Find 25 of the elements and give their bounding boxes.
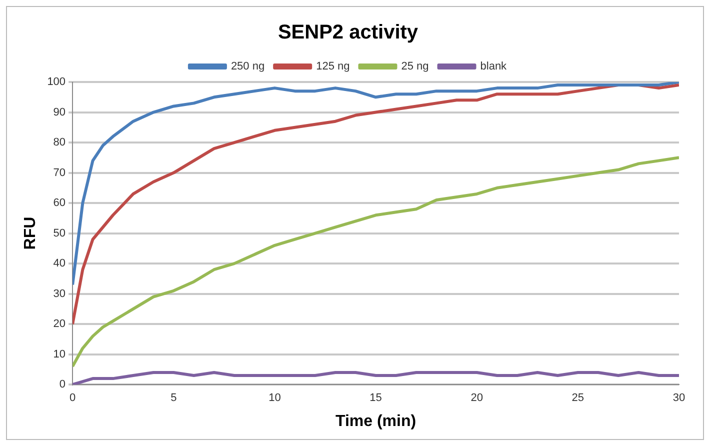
x-tick-label: 5 xyxy=(170,392,177,404)
x-tick-label: 15 xyxy=(370,392,382,404)
legend-label: 125 ng xyxy=(316,60,350,73)
legend-label: 250 ng xyxy=(230,60,265,73)
y-axis-title: RFU xyxy=(22,216,40,250)
y-tick-label: 0 xyxy=(59,378,66,391)
y-tick-label: 50 xyxy=(53,227,66,240)
y-tick-label: 100 xyxy=(47,76,66,88)
y-tick-label: 90 xyxy=(53,106,66,118)
legend-label: blank xyxy=(480,60,508,73)
chart-title: SENP2 activity xyxy=(278,22,419,44)
x-tick-label: 0 xyxy=(69,392,76,404)
x-tick-label: 20 xyxy=(470,392,483,404)
legend-label: 25 ng xyxy=(401,60,429,73)
x-tick-label: 10 xyxy=(268,392,281,404)
y-tick-label: 80 xyxy=(53,136,66,149)
y-tick-label: 40 xyxy=(53,258,66,270)
y-tick-label: 10 xyxy=(53,348,66,360)
y-tick-label: 30 xyxy=(53,288,66,300)
x-tick-label: 30 xyxy=(672,392,686,404)
y-tick-label: 20 xyxy=(53,318,66,330)
y-tick-label: 60 xyxy=(53,197,66,210)
y-tick-label: 70 xyxy=(53,166,66,179)
x-tick-label: 25 xyxy=(572,392,584,404)
x-axis-title: Time (min) xyxy=(335,412,416,430)
